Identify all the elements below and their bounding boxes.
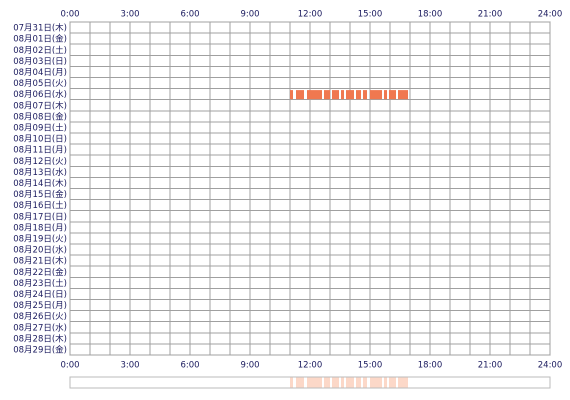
x-tick-label-bottom: 15:00 (358, 361, 383, 371)
row-label: 08月21日(木) (13, 256, 67, 267)
row-label: 08月12日(火) (13, 157, 67, 167)
activity-segment (324, 90, 330, 100)
activity-segment (363, 90, 367, 100)
summary-segment (290, 377, 293, 388)
x-tick-label-bottom: 24:00 (538, 361, 563, 371)
row-label: 08月06日(水) (13, 89, 67, 100)
row-label: 08月08日(金) (13, 111, 67, 122)
row-label: 08月27日(水) (13, 322, 67, 333)
activity-segment (341, 90, 344, 100)
row-label: 08月18日(月) (13, 223, 67, 233)
summary-segment (389, 377, 396, 388)
x-tick-label-top: 3:00 (120, 10, 139, 20)
summary-segment (356, 377, 361, 388)
row-label: 08月01日(金) (13, 34, 67, 45)
row-label: 08月20日(水) (13, 245, 67, 256)
row-label: 08月04日(月) (13, 68, 67, 78)
x-tick-label-top: 18:00 (418, 10, 443, 20)
row-label: 08月23日(土) (13, 278, 67, 289)
row-label: 08月09日(土) (13, 122, 67, 133)
summary-segment (307, 377, 322, 388)
x-tick-label-top: 12:00 (298, 10, 323, 20)
summary-segment (370, 377, 382, 388)
row-label: 08月14日(木) (13, 178, 67, 189)
row-label: 08月29日(金) (13, 344, 67, 355)
x-tick-label-bottom: 18:00 (418, 361, 443, 371)
summary-segment (346, 377, 354, 388)
activity-segment (356, 90, 361, 100)
row-label: 08月10日(日) (13, 135, 67, 145)
row-label: 08月13日(水) (13, 167, 67, 178)
activity-segment (307, 90, 322, 100)
summary-segment (332, 377, 339, 388)
x-tick-label-top: 15:00 (358, 10, 383, 20)
summary-segment (341, 377, 344, 388)
summary-segment (324, 377, 330, 388)
summary-segment (363, 377, 367, 388)
x-tick-label-bottom: 3:00 (120, 361, 139, 371)
row-label: 08月07日(木) (13, 100, 67, 111)
row-label: 08月11日(月) (13, 146, 67, 156)
activity-segment (370, 90, 382, 100)
x-tick-label-bottom: 9:00 (240, 361, 259, 371)
activity-segment (290, 90, 293, 100)
x-tick-label-bottom: 6:00 (180, 361, 199, 371)
row-label: 08月02日(土) (13, 45, 67, 56)
row-label: 08月24日(日) (13, 290, 67, 300)
x-tick-label-bottom: 12:00 (298, 361, 323, 371)
row-label: 08月05日(火) (13, 79, 67, 89)
x-tick-label-top: 0:00 (60, 10, 79, 20)
x-tick-label-top: 24:00 (538, 10, 563, 20)
activity-segment (384, 90, 387, 100)
row-label: 08月17日(日) (13, 212, 67, 222)
x-tick-label-top: 9:00 (240, 10, 259, 20)
row-label: 08月16日(土) (13, 200, 67, 211)
row-label: 07月31日(木) (13, 23, 67, 34)
summary-segment (384, 377, 387, 388)
activity-segment (296, 90, 304, 100)
summary-segment (296, 377, 304, 388)
x-tick-label-bottom: 0:00 (60, 361, 79, 371)
row-label: 08月03日(日) (13, 57, 67, 67)
x-tick-label-bottom: 21:00 (478, 361, 503, 371)
row-label: 08月26日(火) (13, 312, 67, 322)
row-label: 08月25日(月) (13, 301, 67, 311)
x-tick-label-top: 21:00 (478, 10, 503, 20)
activity-segment (332, 90, 339, 100)
x-tick-label-top: 6:00 (180, 10, 199, 20)
activity-segment (346, 90, 354, 100)
row-label: 08月22日(金) (13, 267, 67, 278)
row-label: 08月28日(木) (13, 333, 67, 344)
row-label: 08月19日(火) (13, 234, 67, 244)
activity-segment (398, 90, 408, 100)
summary-segment (398, 377, 408, 388)
row-label: 08月15日(金) (13, 189, 67, 200)
activity-segment (389, 90, 396, 100)
